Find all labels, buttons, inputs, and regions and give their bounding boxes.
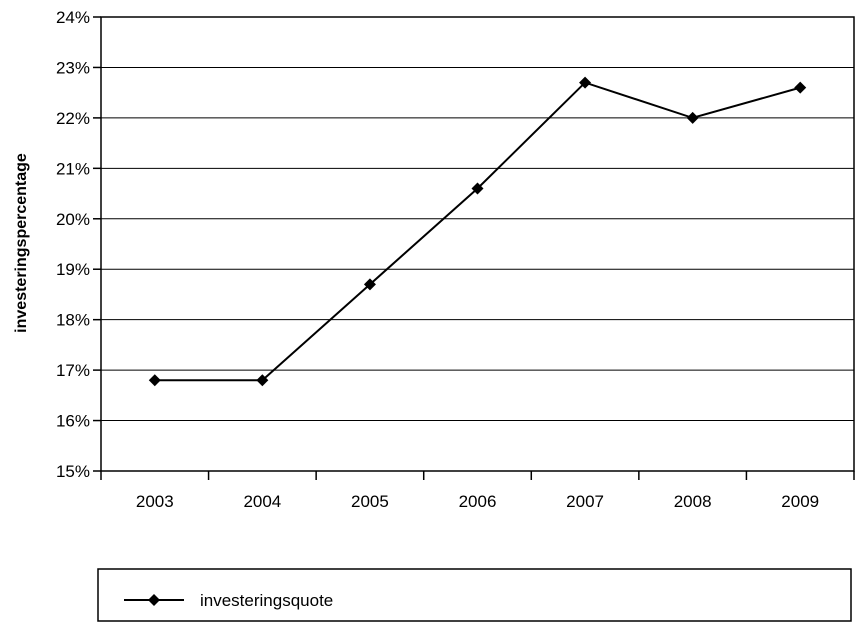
plot-area (100, 16, 855, 472)
legend-diamond-marker (148, 594, 160, 606)
x-tick-label-2008: 2008 (674, 492, 712, 511)
data-point-2005 (363, 278, 376, 291)
x-tick-label-2004: 2004 (243, 492, 281, 511)
x-tick-label-2009: 2009 (781, 492, 819, 511)
data-point-2003 (148, 374, 161, 387)
y-tick-label-2: 17% (56, 361, 90, 380)
y-axis-ticks: 15% 16% 17% 18% 19% 20% 21% 22% 23% 24% (56, 8, 101, 481)
y-tick-label-1: 16% (56, 412, 90, 431)
y-tick-label-4: 19% (56, 260, 90, 279)
series-line-0 (154, 81, 801, 382)
y-axis-title: investeringspercentage (13, 153, 30, 333)
x-tick-label-2003: 2003 (136, 492, 174, 511)
y-tick-label-0: 15% (56, 462, 90, 481)
x-tick-label-2006: 2006 (459, 492, 497, 511)
x-axis-ticks: 2003 2004 2005 2006 2007 2008 2009 (100, 471, 855, 511)
plot-border (100, 16, 855, 472)
data-point-2006 (471, 182, 484, 195)
gridlines (101, 66, 854, 422)
series-layer (148, 76, 807, 387)
y-tick-label-5: 20% (56, 210, 90, 229)
data-point-2007 (579, 76, 592, 89)
data-point-2004 (256, 374, 269, 387)
y-tick-label-9: 24% (56, 8, 90, 27)
x-tick-label-2007: 2007 (566, 492, 604, 511)
legend: investeringsquote (97, 568, 852, 622)
y-tick-label-6: 21% (56, 159, 90, 178)
x-tick-label-2005: 2005 (351, 492, 389, 511)
data-point-2008 (686, 111, 699, 124)
legend-label-investeringsquote: investeringsquote (200, 591, 333, 610)
data-point-2009 (794, 81, 807, 94)
y-tick-label-3: 18% (56, 311, 90, 330)
y-tick-label-7: 22% (56, 109, 90, 128)
y-tick-label-8: 23% (56, 58, 90, 77)
legend-box (97, 568, 852, 622)
